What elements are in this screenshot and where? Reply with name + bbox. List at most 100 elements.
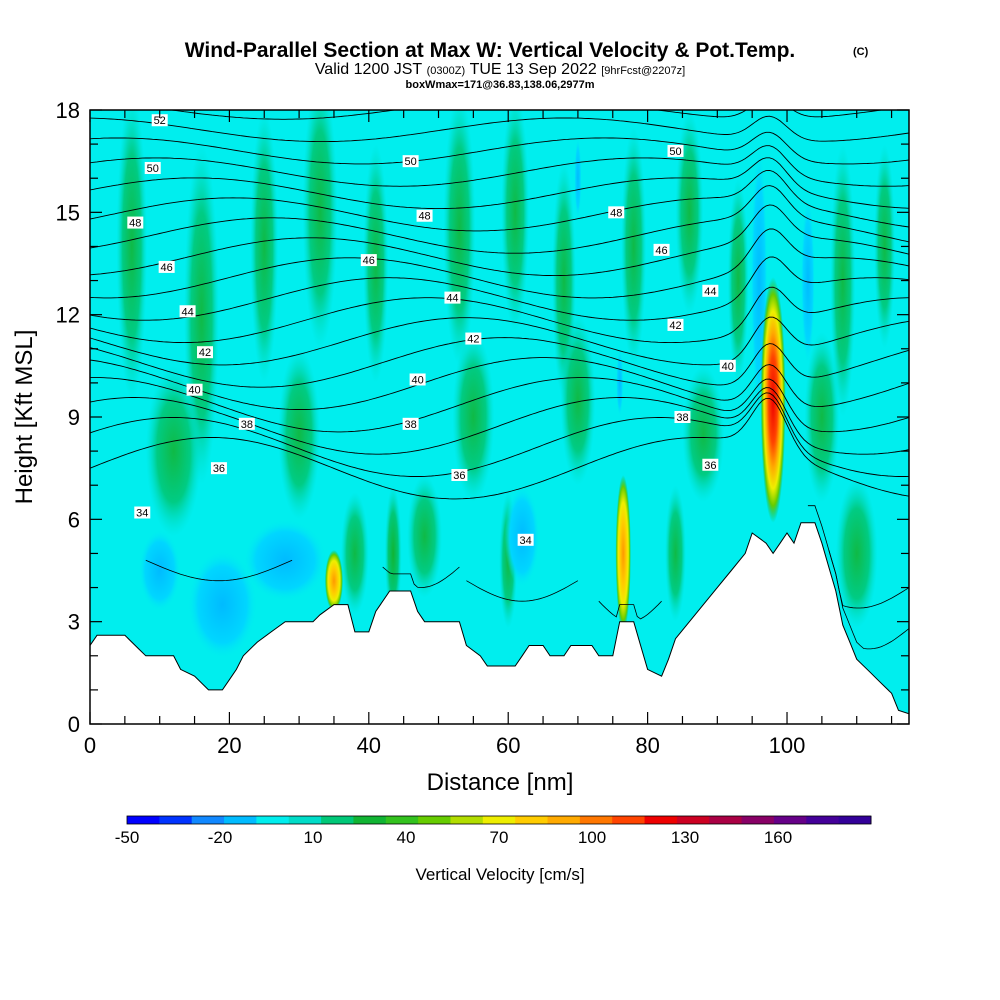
contour-labels: 52 50 50 50 48 48 48 46 46 46 44 44 44 42 42 42 40 40 40 38…	[127, 114, 736, 547]
contour-label-box	[702, 284, 719, 297]
isentrope-line	[90, 185, 909, 254]
contour-label: 36	[210, 462, 227, 475]
contour-label-box	[238, 417, 255, 430]
isentrope-line	[90, 228, 909, 299]
isentrope-line	[90, 286, 909, 344]
contour-label: 50	[667, 144, 684, 158]
contour-label-box	[151, 114, 168, 127]
colorbar-swatch	[547, 816, 581, 824]
isentrope-line	[90, 115, 909, 143]
contour-label-text: 42	[467, 334, 479, 346]
contour-label-box	[674, 411, 691, 423]
isentrope-line	[466, 580, 579, 602]
colorbar-tick-label: 130	[671, 828, 699, 847]
isentrope-line	[90, 357, 909, 410]
isentrope-line	[598, 600, 662, 620]
contour-label-box	[402, 155, 419, 168]
colorbar-swatch	[288, 816, 322, 824]
contour-label-box	[702, 458, 719, 471]
colorbar-frame	[126, 815, 872, 825]
descent-area	[138, 529, 181, 612]
weak-ascent-area	[830, 144, 856, 418]
weak-ascent-area	[560, 314, 596, 486]
colorbar-tick-label: 160	[764, 828, 792, 847]
potential-temperature-contours	[90, 110, 909, 650]
contour-label-box	[719, 359, 736, 372]
contour-label-box	[179, 305, 196, 318]
weak-ascent-area	[250, 110, 279, 383]
colorbar-swatch	[256, 816, 290, 824]
valid-date: TUE 13 Sep 2022	[470, 61, 597, 78]
contour-label-text: 34	[136, 508, 148, 520]
isentrope-line	[90, 256, 909, 321]
x-axis-label: Distance [nm]	[427, 769, 574, 796]
contour-label-text: 44	[704, 286, 716, 298]
weak-ascent-area	[302, 110, 338, 349]
colorbar-swatch	[579, 816, 613, 824]
updraft-core	[384, 485, 402, 622]
contour-label-text: 52	[154, 115, 166, 127]
colorbar-swatch	[676, 816, 710, 824]
contour-label: 40	[186, 383, 203, 397]
contour-label: 44	[179, 305, 196, 318]
colorbar-swatch	[321, 816, 354, 824]
colorbar-swatch	[644, 816, 678, 824]
colorbar-swatch	[191, 816, 225, 824]
contour-label: 38	[238, 417, 255, 431]
contour-label-box	[409, 373, 426, 386]
isentrope-line	[90, 169, 909, 232]
contour-label: 48	[608, 206, 625, 219]
chart-title: Wind-Parallel Section at Max W: Vertical…	[185, 39, 796, 62]
isentrope-line	[90, 131, 909, 165]
updraft-core	[760, 277, 786, 523]
weak-ascent-area	[501, 110, 530, 332]
isentrope-line	[90, 337, 909, 388]
box-info: boxWmax=171@36.83,138.06,2977m	[406, 79, 595, 91]
descent-area	[616, 348, 624, 417]
contour-label-text: 36	[453, 470, 465, 482]
contour-label: 52	[151, 114, 168, 127]
contour-label: 36	[451, 468, 468, 482]
weak-ascent-area	[874, 144, 896, 349]
terrain-mask	[90, 522, 909, 724]
valid-time-line: Valid 1200 JST (0300Z) TUE 13 Sep 2022 […	[315, 61, 685, 78]
forecast-info: [9hrFcst@2207z]	[601, 65, 685, 77]
contour-label-text: 48	[610, 207, 622, 219]
isentrope-line	[90, 387, 909, 455]
weak-ascent-area	[682, 365, 725, 503]
isentrope-line	[145, 559, 293, 582]
contour-label-text: 40	[411, 374, 423, 386]
x-tick-label: 0	[84, 733, 96, 758]
colorbar-swatch	[806, 816, 840, 824]
y-tick-label: 12	[56, 303, 80, 328]
contour-label-box	[360, 254, 377, 267]
isentrope-line	[90, 392, 909, 477]
colorbar-tick-label: 70	[490, 828, 509, 847]
x-tick-label: 20	[217, 733, 241, 758]
colorbar-swatch	[515, 816, 549, 824]
colorbar-tick-label: 100	[578, 828, 606, 847]
contour-label-text: 46	[655, 245, 667, 257]
isentrope-line	[90, 397, 909, 500]
x-tick-label: 60	[496, 733, 520, 758]
colorbar-swatch	[612, 816, 646, 824]
colorbar-swatch	[353, 816, 387, 824]
contour-label-text: 38	[405, 419, 417, 431]
colorbar-swatch	[709, 816, 743, 824]
isentrope-line	[168, 110, 885, 120]
contour-label-text: 50	[405, 156, 417, 168]
contour-label-text: 36	[704, 460, 716, 472]
contour-label-text: 40	[188, 385, 200, 397]
colorbar-tick-label: 10	[304, 828, 323, 847]
isentrope-line	[90, 316, 909, 366]
contour-label-text: 34	[520, 535, 532, 547]
isentrope-line	[90, 377, 909, 433]
copyright-mark: (C)	[853, 46, 869, 58]
x-tick-label: 80	[635, 733, 659, 758]
weak-ascent-area	[835, 478, 878, 629]
contour-label-box	[517, 533, 534, 546]
updraft-core	[615, 474, 631, 632]
contour-label-box	[653, 243, 670, 256]
colorbar-swatch	[127, 816, 160, 824]
x-tick-label: 100	[769, 733, 806, 758]
